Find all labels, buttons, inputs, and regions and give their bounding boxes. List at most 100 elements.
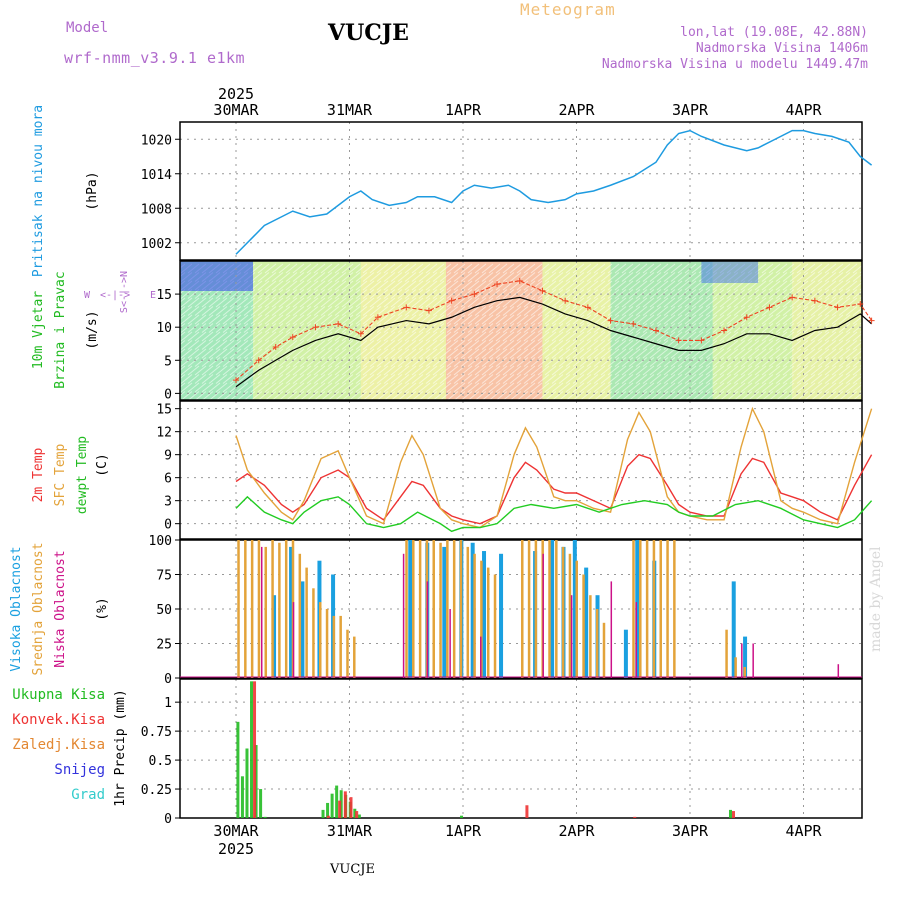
wind-barb-stroke [544,280,557,291]
wind-barb-stroke [516,323,529,333]
wind-barb-stroke [481,348,494,359]
wind-barb-stroke [817,374,830,384]
wind-barb-stroke [509,340,522,350]
wind-barb-stroke [740,357,753,367]
wind-barb-stroke [593,331,606,342]
wind-barb-stroke [264,323,277,333]
wind-barb-stroke [782,331,795,342]
wind-barb-stroke [334,365,347,376]
wind-barb-stroke [551,382,564,393]
wind-barb-stroke [656,382,669,393]
cloud-low-bar [426,581,429,678]
wind-barb-stroke [327,280,340,291]
wind-barb-stroke [516,280,529,291]
wind-barb-stroke [222,340,235,350]
wind-barb-stroke [313,340,326,350]
wind-barb-stroke [607,340,620,350]
wind-barb-stroke [824,382,837,393]
wind-barb-stroke [719,263,732,274]
temp-ylabel-sfc: SFC Temp [53,444,68,507]
wind-barb-stroke [803,272,816,282]
wind-barb-stroke [348,280,361,291]
wind-barb-stroke [670,289,683,299]
wind-barb-stroke [271,365,284,376]
wind-barb-stroke [803,314,816,325]
wind-barb-stroke [789,306,802,316]
wind-barb-stroke [509,306,522,316]
wind-barb-stroke [726,323,739,333]
wind-barb-stroke [278,323,291,333]
wind-gust-marker [471,291,478,298]
wind-barb-stroke [362,365,375,376]
wind-barb-stroke [656,357,669,367]
wind-barb-stroke [467,297,480,308]
wind-barb-stroke [845,348,858,359]
wind-barb-stroke [881,298,892,307]
wind-barb-stroke [425,331,438,342]
wind-barb-stroke [271,348,284,359]
wind-barb-stroke [222,391,235,400]
wind-barb-stroke [628,297,641,308]
wind-barb-stroke [439,263,452,274]
wind-gust-marker [562,297,569,304]
wind-barb-stroke [334,331,347,342]
wind-barb-stroke [355,272,368,282]
wind-barb-stroke [383,314,396,325]
wind-barb-stroke [397,340,410,350]
wind-barb-stroke [348,340,361,350]
wind-barb-stroke [754,348,767,359]
cloud-mid-bar [645,540,649,678]
precip-legend-4: Grad [71,787,105,803]
wind-barb-stroke [768,348,781,359]
wind-barb-stroke [607,272,620,282]
ytick-label-temperature: 0 [164,518,172,533]
wind-barb-stroke [327,314,340,325]
wind-barb-stroke [404,331,417,342]
wind-barb-stroke [719,391,732,400]
wind-barb-stroke [474,306,487,316]
wind-barb-stroke [257,374,270,384]
wind-barb-stroke [327,272,340,282]
wind-barb-stroke [495,357,508,367]
wind-barb-stroke [698,306,711,316]
wind-barb-stroke [327,323,340,333]
wind-barb-stroke [789,357,802,367]
wind-barb-stroke [341,280,354,291]
wind-barb-stroke [425,340,438,350]
wind-barb-stroke [586,289,599,299]
date-label-top: 31MAR [327,101,373,119]
wind-barb-stroke [355,306,368,316]
wind-barb-stroke [404,382,417,393]
wind-barb-stroke [215,323,228,333]
wind-barb-stroke [852,332,862,342]
wind-barb-stroke [502,348,515,359]
wind-barb-stroke [348,382,361,393]
wind-barb-stroke [348,391,361,400]
wind-barb-stroke [726,331,739,342]
wind-barb-stroke [411,382,424,393]
wind-barb-stroke [425,289,438,299]
wind-barb-stroke [327,365,340,376]
wind-barb-stroke [432,297,445,308]
wind-barb-stroke [355,314,368,325]
wind-barb-stroke [306,374,319,384]
wind-barb-stroke [369,340,382,350]
wind-barb-stroke [474,348,487,359]
wind-barb-stroke [523,306,536,316]
wind-barb-stroke [453,306,466,316]
wind-barb-stroke [201,382,214,393]
wind-barb-stroke [180,382,186,388]
wind-barb-stroke [747,314,760,325]
wind-barb-stroke [397,348,410,359]
cloud-mid-bar [353,636,356,678]
wind-barb-stroke [390,289,403,299]
wind-barb-stroke [852,273,862,282]
wind-barb-stroke [383,374,396,384]
wind-barb-stroke [327,297,340,308]
wind-barb-stroke [719,314,732,325]
wind-barb-stroke [432,340,445,350]
precip-ylabel: 1hr Precip (mm) [113,689,128,806]
wind-barb-stroke [222,314,235,325]
wind-barb-stroke [642,357,655,367]
wind-barb-stroke [628,314,641,325]
